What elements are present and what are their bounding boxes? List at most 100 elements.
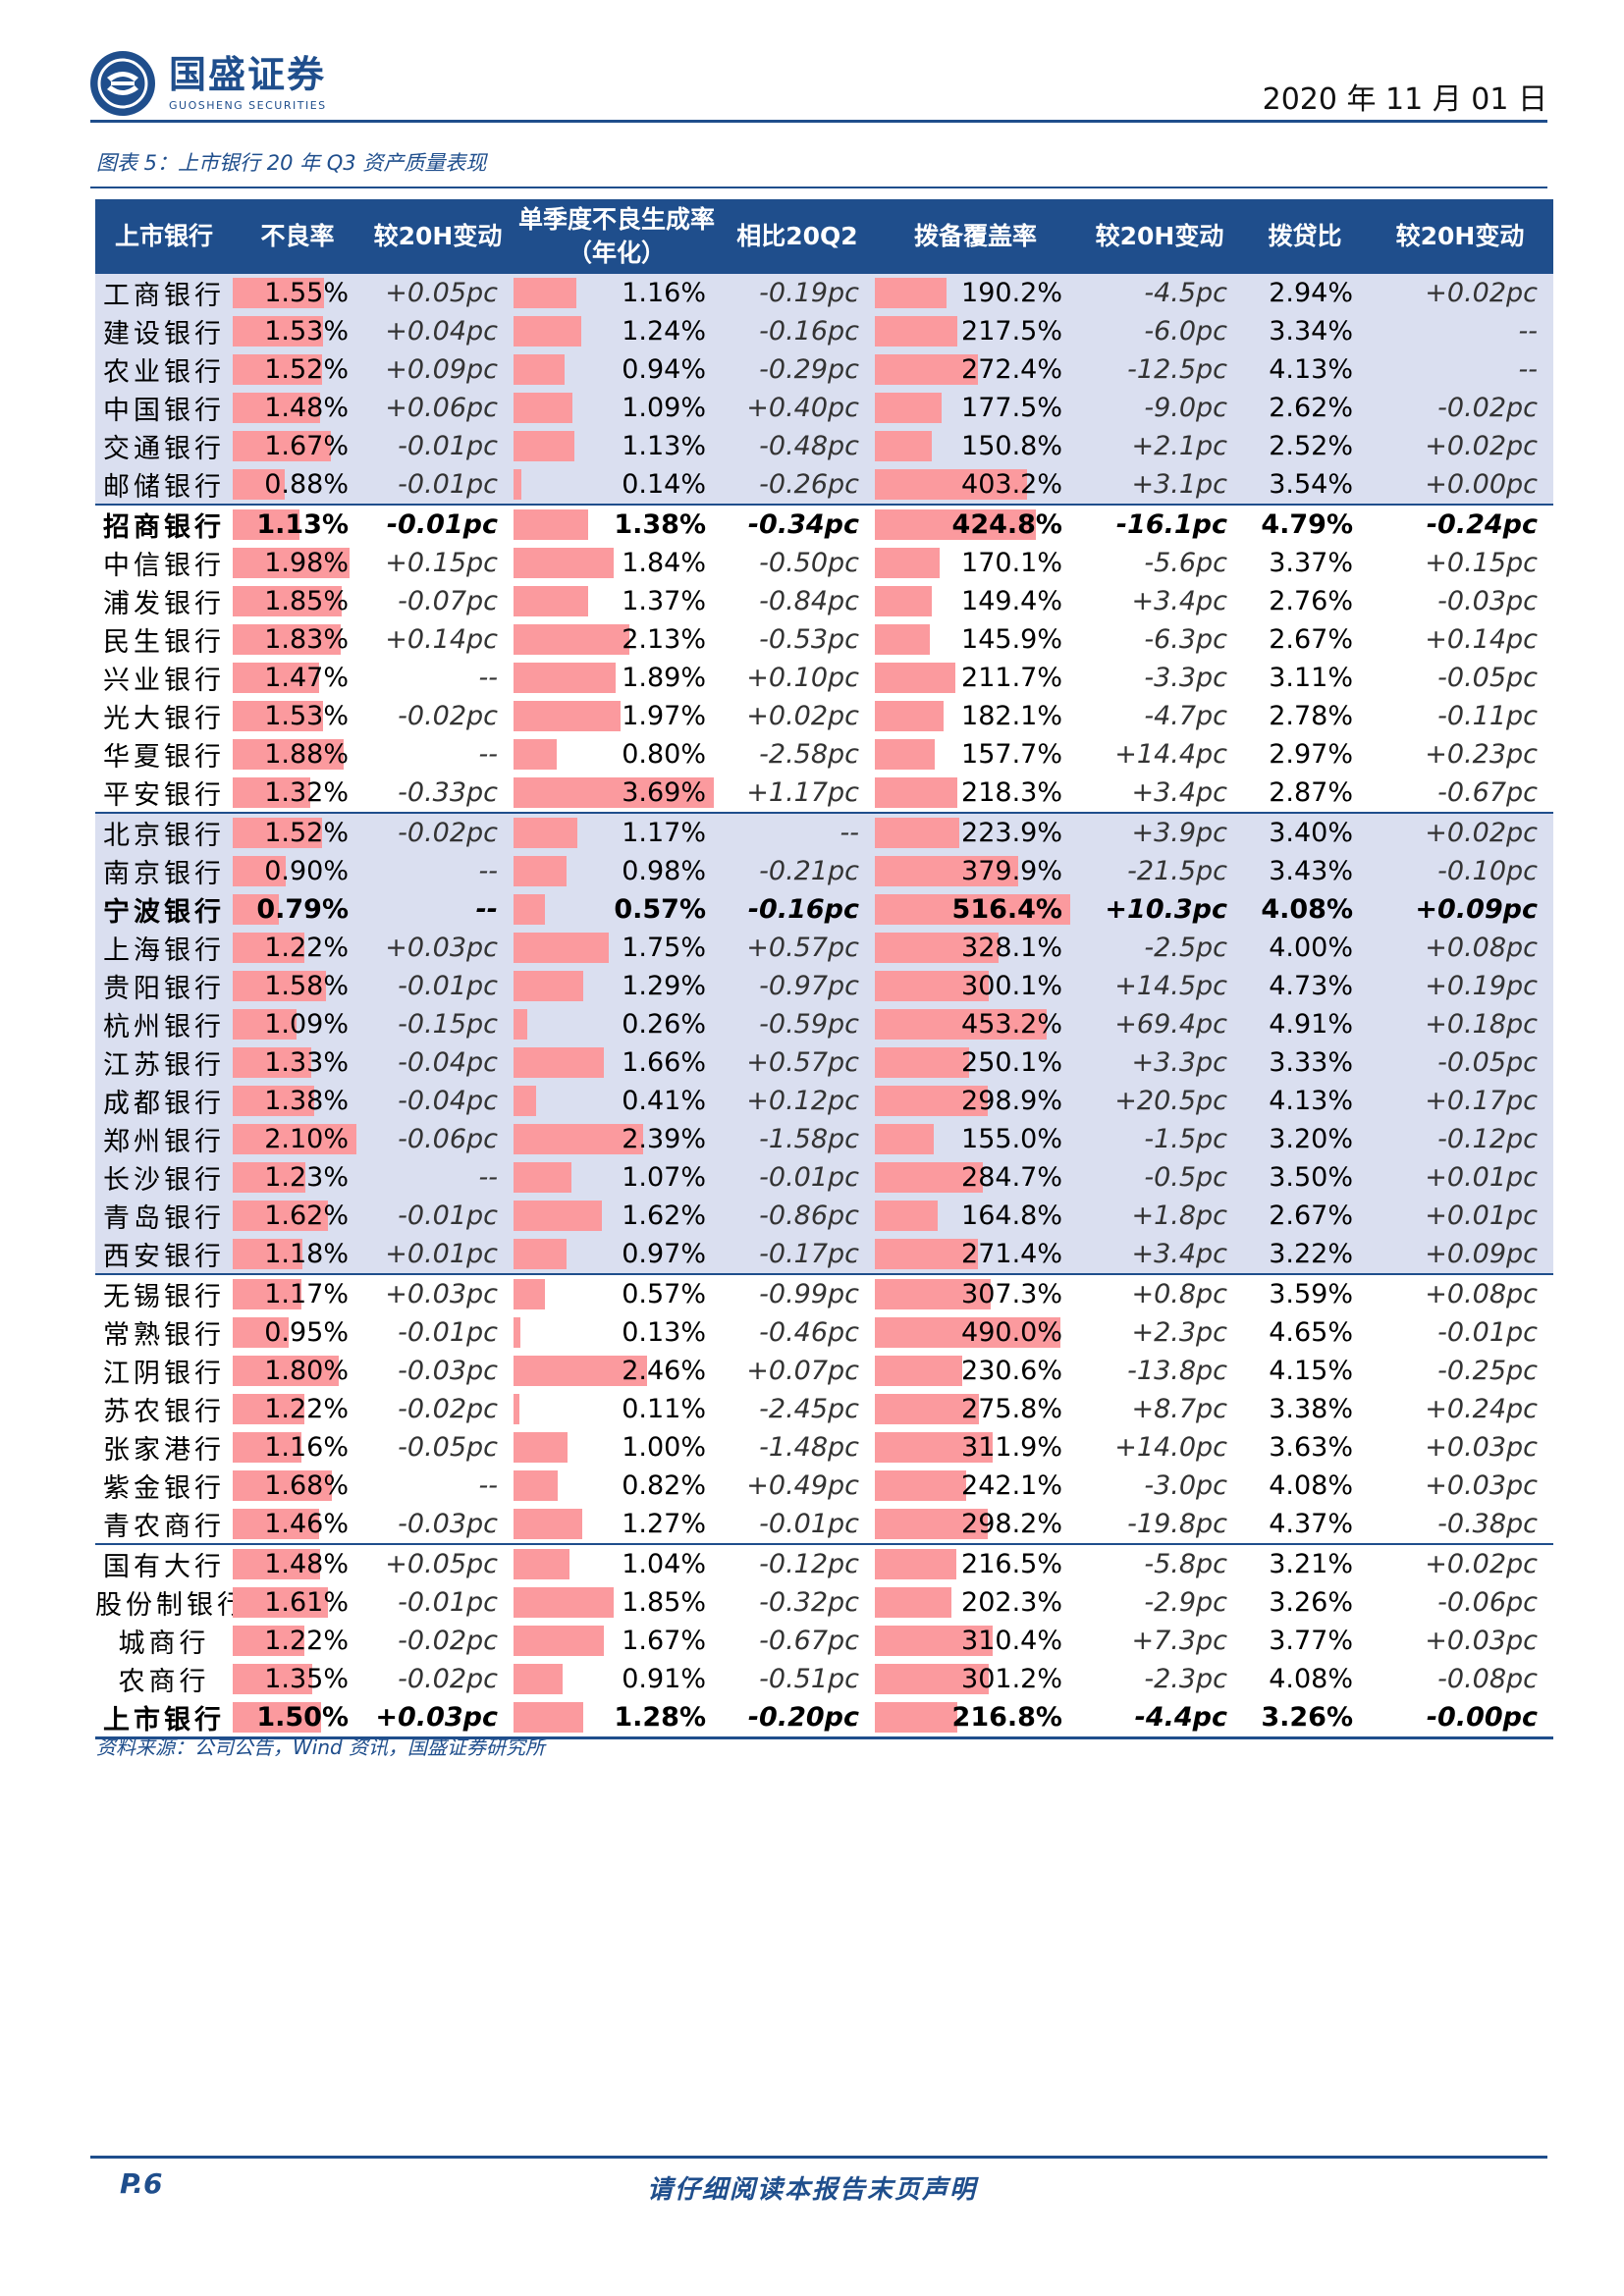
npl-ratio-value: 1.58% [264,971,349,1001]
npl-generation-bar [514,1047,604,1078]
coverage-change: -5.6pc [1076,544,1243,582]
coverage-ratio-value: 424.8% [951,509,1062,540]
loan-provision-change: +0.00pc [1367,465,1553,505]
npl-change: +0.14pc [362,620,514,659]
bank-name: 长沙银行 [95,1158,233,1197]
loan-provision-ratio: 4.37% [1243,1505,1367,1544]
npl-generation-bar [514,1702,583,1733]
coverage-change: -6.0pc [1076,312,1243,350]
npl-generation: 1.09% [514,389,720,427]
coverage-ratio-bar [875,586,932,616]
npl-generation-bar [514,624,629,655]
npl-ratio-bar [233,1124,356,1154]
coverage-ratio-value: 271.4% [961,1239,1062,1269]
gen-change: -0.20pc [720,1698,875,1739]
loan-provision-change: -0.01pc [1367,1313,1553,1352]
coverage-ratio: 403.2% [875,465,1076,505]
coverage-ratio-value: 272.4% [961,354,1062,385]
gen-change: -0.17pc [720,1235,875,1274]
table-row: 招商银行 1.13% -0.01pc 1.38% -0.34pc 424.8% -16.1p… [95,504,1553,544]
npl-change: -0.33pc [362,774,514,813]
npl-ratio-value: 1.38% [264,1086,349,1116]
gen-change: -1.48pc [720,1428,875,1467]
coverage-change: -1.5pc [1076,1120,1243,1158]
npl-ratio-bar [233,933,304,963]
npl-generation-bar [514,469,521,500]
npl-ratio: 1.48% [233,1543,362,1583]
coverage-ratio-bar [875,1201,938,1231]
loan-provision-change: +0.08pc [1367,929,1553,967]
npl-ratio-value: 1.83% [264,624,349,655]
npl-generation: 0.80% [514,735,720,774]
bank-name: 上市银行 [95,1698,233,1739]
loan-provision-ratio: 4.13% [1243,350,1367,389]
npl-generation-value: 0.97% [622,1239,706,1269]
coverage-ratio-value: 453.2% [961,1009,1062,1040]
npl-generation-value: 1.84% [622,548,706,578]
npl-ratio-value: 1.13% [256,509,349,540]
coverage-ratio: 170.1% [875,544,1076,582]
npl-generation-bar [514,1124,643,1154]
npl-ratio: 1.68% [233,1467,362,1505]
npl-ratio: 0.88% [233,465,362,505]
npl-generation: 1.13% [514,427,720,465]
npl-generation-value: 0.57% [614,894,706,925]
table-row: 北京银行 1.52% -0.02pc 1.17% -- 223.9% +3.9pc 3.40%… [95,812,1553,852]
coverage-ratio: 242.1% [875,1467,1076,1505]
loan-provision-change: -0.05pc [1367,1043,1553,1082]
npl-ratio: 1.16% [233,1428,362,1467]
npl-generation-value: 1.09% [622,393,706,423]
table-row: 平安银行 1.32% -0.33pc 3.69% +1.17pc 218.3% +3.4pc… [95,774,1553,813]
npl-generation-bar [514,1201,602,1231]
loan-provision-ratio: 2.97% [1243,735,1367,774]
header-divider [90,120,1547,123]
table-row: 宁波银行 0.79% -- 0.57% -0.16pc 516.4% +10.3pc 4.08… [95,890,1553,929]
npl-generation-value: 1.67% [622,1626,706,1656]
npl-ratio: 1.38% [233,1082,362,1120]
npl-ratio: 1.17% [233,1273,362,1313]
coverage-change: -9.0pc [1076,389,1243,427]
loan-provision-ratio: 3.11% [1243,659,1367,697]
loan-provision-change: -0.67pc [1367,774,1553,813]
npl-ratio-value: 1.68% [264,1470,349,1501]
npl-change: +0.05pc [362,274,514,312]
npl-ratio-bar [233,818,322,848]
loan-provision-change: +0.08pc [1367,1273,1553,1313]
gen-change: +0.10pc [720,659,875,697]
figure-caption: 图表 5：上市银行 20 年 Q3 资产质量表现 [96,151,487,175]
table-row: 江苏银行 1.33% -0.04pc 1.66% +0.57pc 250.1% +3.3pc… [95,1043,1553,1082]
col-header-npl-generation: 单季度不良生成率（年化） [514,199,720,274]
coverage-ratio-bar [875,1239,978,1269]
coverage-ratio-bar [875,1162,983,1193]
npl-generation-bar [514,1432,568,1463]
npl-ratio: 1.32% [233,774,362,813]
coverage-ratio: 301.2% [875,1660,1076,1698]
npl-generation: 2.39% [514,1120,720,1158]
coverage-change: +10.3pc [1076,890,1243,929]
npl-generation-bar [514,701,621,731]
npl-generation-bar [514,818,577,848]
coverage-change: +2.3pc [1076,1313,1243,1352]
coverage-ratio-bar [875,354,978,385]
loan-provision-ratio: 2.87% [1243,774,1367,813]
npl-generation-bar [514,354,565,385]
loan-provision-change: -- [1367,312,1553,350]
coverage-ratio: 453.2% [875,1005,1076,1043]
coverage-change: -5.8pc [1076,1543,1243,1583]
coverage-ratio: 328.1% [875,929,1076,967]
loan-provision-ratio: 3.26% [1243,1583,1367,1622]
coverage-ratio: 157.7% [875,735,1076,774]
loan-provision-change: +0.17pc [1367,1082,1553,1120]
npl-ratio-bar [233,1317,289,1348]
gen-change: -0.32pc [720,1583,875,1622]
table-row: 青农商行 1.46% -0.03pc 1.27% -0.01pc 298.2% -19.8p… [95,1505,1553,1544]
npl-change: -0.01pc [362,504,514,544]
coverage-change: -21.5pc [1076,852,1243,890]
npl-ratio-value: 1.22% [264,1626,349,1656]
table-row: 南京银行 0.90% -- 0.98% -0.21pc 379.9% -21.5pc 3.43… [95,852,1553,890]
npl-generation-bar [514,548,614,578]
npl-change: -0.15pc [362,1005,514,1043]
loan-provision-ratio: 4.15% [1243,1352,1367,1390]
npl-ratio: 1.22% [233,1390,362,1428]
table-row: 交通银行 1.67% -0.01pc 1.13% -0.48pc 150.8% +2.1pc… [95,427,1553,465]
